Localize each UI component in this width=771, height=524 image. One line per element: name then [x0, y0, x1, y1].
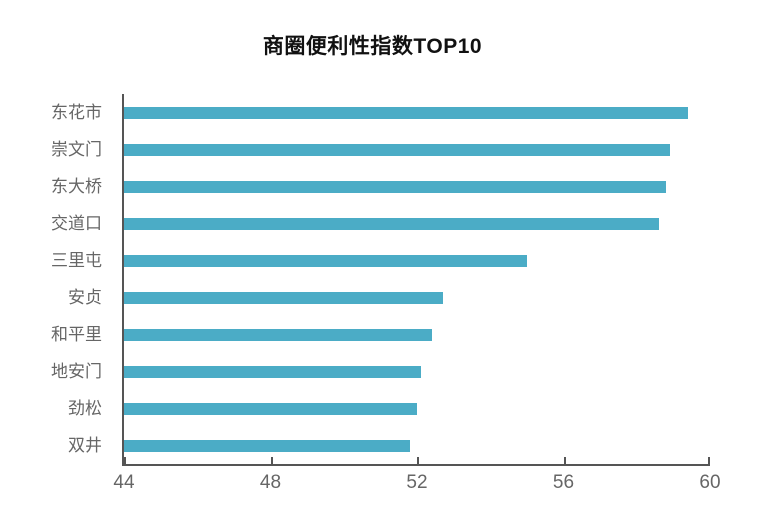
x-axis-tick-label: 44 — [113, 472, 135, 493]
bar — [124, 143, 670, 156]
x-axis-tick — [563, 457, 566, 464]
x-axis-tick-label: 52 — [406, 472, 428, 493]
y-axis-label: 东大桥 — [51, 177, 102, 196]
bar — [124, 254, 527, 267]
x-axis-tick — [708, 457, 710, 464]
bar — [124, 328, 432, 341]
y-axis-label: 三里屯 — [51, 251, 102, 270]
bar — [124, 365, 421, 378]
bar — [124, 291, 443, 304]
x-axis-tick — [124, 457, 126, 464]
x-axis-tick — [417, 457, 419, 464]
plot-area — [122, 94, 710, 466]
bar — [124, 402, 417, 415]
x-axis-tick-label: 48 — [259, 472, 282, 493]
y-axis-label: 安贞 — [68, 288, 102, 307]
y-axis-labels: 东花市崇文门东大桥交道口三里屯安贞和平里地安门劲松双井 — [0, 94, 112, 464]
bar — [124, 180, 667, 193]
bar — [124, 217, 659, 230]
x-axis-tick-label: 60 — [699, 472, 721, 493]
y-axis-label: 东花市 — [51, 103, 102, 122]
y-axis-label: 和平里 — [51, 325, 102, 344]
bar — [124, 439, 410, 452]
chart-title: 商圈便利性指数TOP10 — [262, 35, 483, 58]
y-axis-label: 劲松 — [68, 399, 102, 418]
x-axis-tick — [270, 457, 273, 464]
bar — [124, 106, 689, 119]
y-axis-label: 崇文门 — [51, 140, 102, 159]
y-axis-label: 地安门 — [51, 362, 102, 381]
y-axis-label: 交道口 — [51, 214, 102, 233]
x-axis-tick-label: 56 — [552, 472, 575, 493]
x-axis-labels: 44 48 52 56 60 — [113, 472, 720, 498]
y-axis-label: 双井 — [68, 436, 102, 455]
